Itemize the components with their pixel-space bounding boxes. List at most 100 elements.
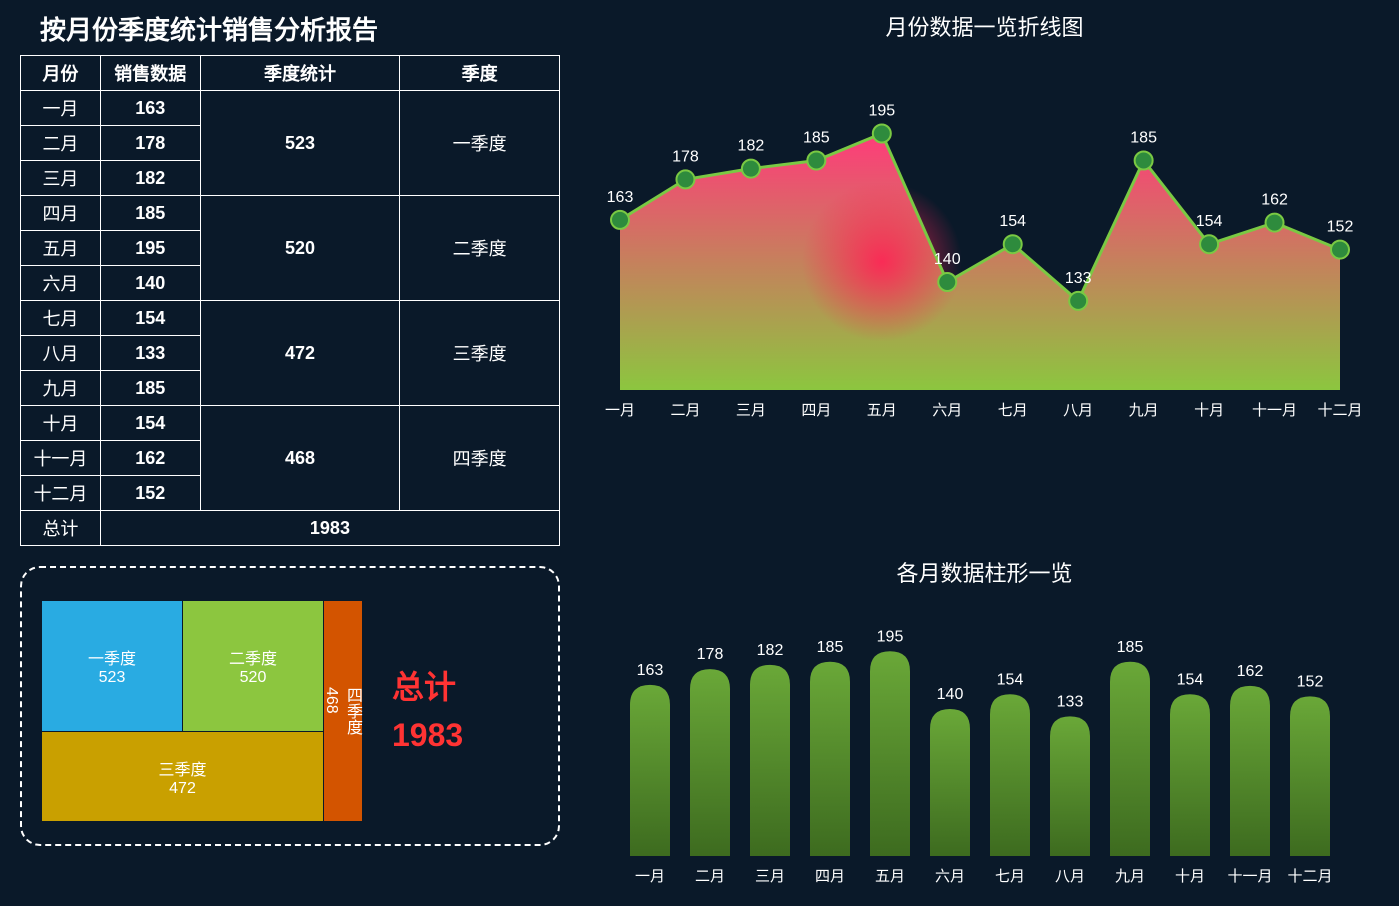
svg-text:154: 154 <box>997 671 1024 688</box>
svg-text:152: 152 <box>1327 219 1354 236</box>
svg-text:十一月: 十一月 <box>1252 402 1297 419</box>
svg-text:133: 133 <box>1065 270 1092 287</box>
th-month: 月份 <box>21 56 101 91</box>
svg-text:三月: 三月 <box>755 868 785 885</box>
cell-quarter-name: 三季度 <box>400 301 560 406</box>
cell-quarter-name: 四季度 <box>400 406 560 511</box>
treemap: 一季度523二季度520四季度468三季度472 <box>42 601 362 821</box>
svg-text:二月: 二月 <box>695 868 725 885</box>
treemap-block: 四季度468 <box>324 601 362 821</box>
treemap-block: 三季度472 <box>42 732 323 821</box>
svg-text:163: 163 <box>607 189 634 206</box>
svg-text:140: 140 <box>934 251 961 268</box>
cell-month: 十二月 <box>21 476 101 511</box>
svg-text:十二月: 十二月 <box>1317 402 1362 419</box>
svg-text:十一月: 十一月 <box>1227 868 1272 885</box>
cell-month: 三月 <box>21 161 101 196</box>
svg-text:178: 178 <box>672 148 699 165</box>
cell-month: 二月 <box>21 126 101 161</box>
svg-text:一月: 一月 <box>635 868 665 885</box>
line-chart-title: 月份数据一览折线图 <box>590 10 1379 42</box>
treemap-total: 总计 1983 <box>392 663 463 759</box>
page-title: 按月份季度统计销售分析报告 <box>20 10 580 47</box>
cell-value: 154 <box>100 406 200 441</box>
svg-text:152: 152 <box>1297 673 1324 690</box>
cell-month: 十月 <box>21 406 101 441</box>
svg-text:182: 182 <box>757 642 784 659</box>
cell-value: 140 <box>100 266 200 301</box>
cell-month: 七月 <box>21 301 101 336</box>
cell-quarter-sum: 468 <box>200 406 400 511</box>
cell-total-label: 总计 <box>21 511 101 546</box>
svg-text:九月: 九月 <box>1129 402 1159 419</box>
svg-text:八月: 八月 <box>1063 402 1093 419</box>
svg-text:195: 195 <box>868 103 895 120</box>
treemap-total-value: 1983 <box>392 711 463 759</box>
treemap-total-label: 总计 <box>392 663 463 711</box>
svg-text:十月: 十月 <box>1194 402 1224 419</box>
cell-quarter-sum: 520 <box>200 196 400 301</box>
svg-text:185: 185 <box>817 639 844 656</box>
svg-text:178: 178 <box>697 646 724 663</box>
svg-text:154: 154 <box>1177 671 1204 688</box>
cell-value: 152 <box>100 476 200 511</box>
svg-text:八月: 八月 <box>1055 868 1085 885</box>
cell-value: 195 <box>100 231 200 266</box>
svg-text:七月: 七月 <box>995 868 1025 885</box>
th-quarter: 季度 <box>400 56 560 91</box>
bar-chart-title: 各月数据柱形一览 <box>590 556 1379 588</box>
svg-text:185: 185 <box>1117 639 1144 656</box>
svg-text:195: 195 <box>877 628 904 645</box>
th-qstat: 季度统计 <box>200 56 400 91</box>
svg-text:五月: 五月 <box>875 868 905 885</box>
svg-text:154: 154 <box>1196 213 1223 230</box>
cell-value: 154 <box>100 301 200 336</box>
svg-text:四月: 四月 <box>801 402 831 419</box>
treemap-block: 一季度523 <box>42 601 182 731</box>
cell-total-value: 1983 <box>100 511 559 546</box>
svg-text:140: 140 <box>937 686 964 703</box>
svg-text:162: 162 <box>1261 192 1288 209</box>
svg-text:182: 182 <box>738 138 765 155</box>
svg-text:163: 163 <box>637 662 664 679</box>
svg-text:三月: 三月 <box>736 402 766 419</box>
svg-text:133: 133 <box>1057 693 1084 710</box>
svg-text:二月: 二月 <box>670 402 700 419</box>
cell-month: 六月 <box>21 266 101 301</box>
th-sales: 销售数据 <box>100 56 200 91</box>
svg-text:五月: 五月 <box>867 402 897 419</box>
svg-text:四月: 四月 <box>815 868 845 885</box>
cell-quarter-sum: 472 <box>200 301 400 406</box>
cell-month: 五月 <box>21 231 101 266</box>
line-chart-section: 月份数据一览折线图 163 一月 178 二月 182 三月 185 四月 195 五月 140 六月… <box>590 10 1379 546</box>
svg-text:162: 162 <box>1237 663 1264 680</box>
treemap-block: 二季度520 <box>183 601 323 731</box>
cell-quarter-sum: 523 <box>200 91 400 196</box>
svg-text:十月: 十月 <box>1175 868 1205 885</box>
svg-text:185: 185 <box>803 130 830 147</box>
svg-text:九月: 九月 <box>1115 868 1145 885</box>
bar-chart-section: 各月数据柱形一览 163一月178二月182三月185四月195五月140六月1… <box>590 556 1379 896</box>
svg-text:一月: 一月 <box>605 402 635 419</box>
cell-value: 185 <box>100 371 200 406</box>
cell-month: 八月 <box>21 336 101 371</box>
cell-value: 182 <box>100 161 200 196</box>
sales-table: 月份 销售数据 季度统计 季度 一月163523一季度二月178三月182四月1… <box>20 55 560 546</box>
bar-chart: 163 一月 178 二月 182 三月 185 四月 195 五月 140 六月 154 七月 133 八月… <box>590 596 1370 896</box>
cell-value: 185 <box>100 196 200 231</box>
cell-value: 133 <box>100 336 200 371</box>
table-section: 按月份季度统计销售分析报告 月份 销售数据 季度统计 季度 一月163523一季… <box>20 10 580 546</box>
svg-text:185: 185 <box>1130 130 1157 147</box>
svg-text:七月: 七月 <box>998 402 1028 419</box>
cell-value: 162 <box>100 441 200 476</box>
line-chart: 163 一月 178 二月 182 三月 185 四月 195 五月 140 六月 154 七月 133 八月… <box>590 50 1370 430</box>
cell-month: 四月 <box>21 196 101 231</box>
cell-month: 九月 <box>21 371 101 406</box>
svg-text:六月: 六月 <box>935 868 965 885</box>
treemap-section: 一季度523二季度520四季度468三季度472 总计 1983 <box>20 566 580 896</box>
svg-text:十二月: 十二月 <box>1287 868 1332 885</box>
svg-text:154: 154 <box>999 213 1026 230</box>
cell-month: 一月 <box>21 91 101 126</box>
cell-quarter-name: 二季度 <box>400 196 560 301</box>
svg-text:六月: 六月 <box>932 402 962 419</box>
